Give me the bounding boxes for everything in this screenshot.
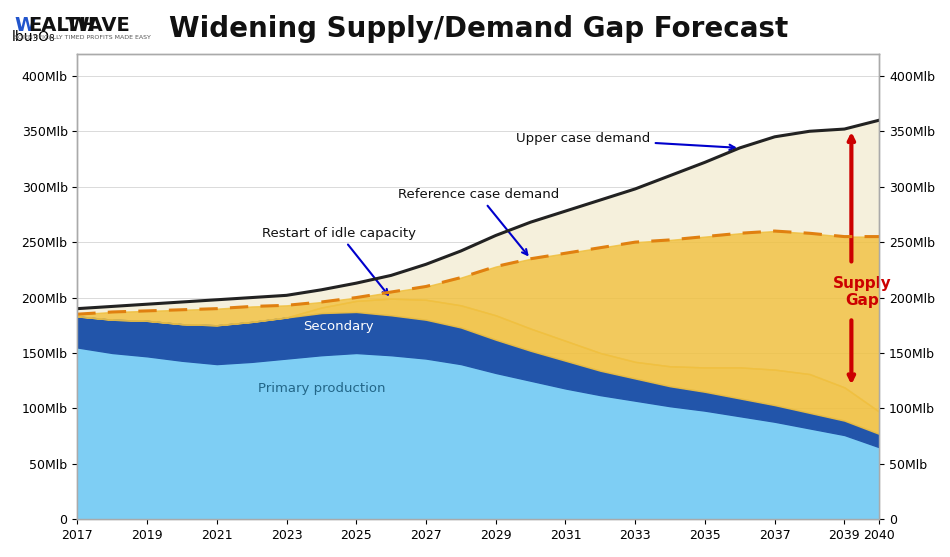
Text: Restart of idle capacity: Restart of idle capacity <box>262 227 416 295</box>
Title: Widening Supply/Demand Gap Forecast: Widening Supply/Demand Gap Forecast <box>169 15 788 43</box>
Text: Reference case demand: Reference case demand <box>398 188 559 255</box>
Text: WAVE: WAVE <box>67 16 130 35</box>
Text: Primary production: Primary production <box>257 382 385 395</box>
Text: W: W <box>14 16 36 35</box>
Text: Supply
Gap: Supply Gap <box>832 276 891 308</box>
Text: Secondary: Secondary <box>303 320 374 333</box>
Y-axis label: lbu₃O₈: lbu₃O₈ <box>11 30 55 45</box>
Text: SCIENTIFICALLY TIMED PROFITS MADE EASY: SCIENTIFICALLY TIMED PROFITS MADE EASY <box>14 35 151 40</box>
Text: EALTH: EALTH <box>28 16 96 35</box>
Text: Upper case demand: Upper case demand <box>516 133 734 150</box>
